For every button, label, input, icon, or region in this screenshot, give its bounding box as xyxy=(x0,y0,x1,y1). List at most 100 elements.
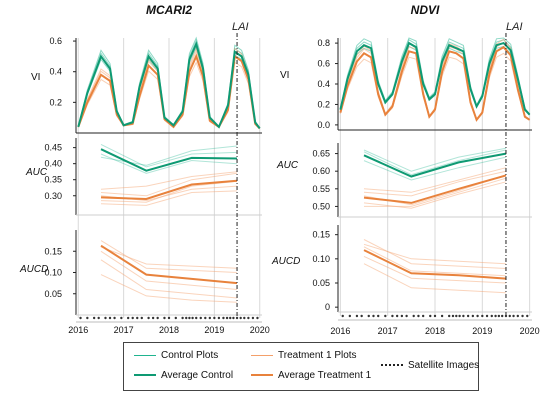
y-axis-label: AUC xyxy=(25,167,48,178)
satellite-dot xyxy=(108,316,112,320)
satellite-dot xyxy=(256,316,259,320)
treatment-plot-line xyxy=(363,239,507,269)
y-tick-label: 0.65 xyxy=(312,149,330,159)
y-tick-label: 0.0 xyxy=(317,120,330,130)
satellite-dot xyxy=(400,314,404,318)
chart-ndvi: NDVI 0.0 0.2 0.4 0.6 0.8 VI 0.50 0.55 0.60 0.65 AUC… xyxy=(271,3,540,336)
legend-average-control-swatch xyxy=(134,374,156,377)
average-treatment-line xyxy=(100,179,238,201)
satellite-dot xyxy=(113,316,116,320)
average-control-line xyxy=(100,148,238,172)
control-plot-line xyxy=(100,145,238,166)
legend-satellite-images: Satellite Images xyxy=(381,360,479,371)
average-control-line xyxy=(339,41,531,116)
satellite-dot xyxy=(232,316,235,320)
satellite-dot xyxy=(440,314,444,318)
panel-vi: 0.0 0.2 0.4 0.6 0.8 VI xyxy=(280,37,532,131)
satellite-dot xyxy=(367,314,370,318)
satellite-dot xyxy=(147,316,150,320)
satellite-dot xyxy=(490,314,493,318)
x-tick-label: 2018 xyxy=(425,326,445,336)
satellite-dot xyxy=(512,314,515,318)
panel-auc: 0.30 0.35 0.40 0.45 AUC xyxy=(25,138,262,216)
satellite-dot xyxy=(504,314,508,318)
satellite-dot xyxy=(433,314,437,318)
y-tick-label: 0.15 xyxy=(44,246,62,256)
y-tick-label: 0.45 xyxy=(44,143,62,153)
satellite-dot xyxy=(497,314,501,318)
treatment-plot-line xyxy=(100,171,238,190)
panel-vi: 0.2 0.4 0.6 VI xyxy=(31,36,262,134)
satellite-dot xyxy=(372,314,375,318)
satellite-dot xyxy=(92,316,96,320)
legend-treatment-plots: Treatment 1 Plots xyxy=(251,350,357,361)
x-tick-label: 2017 xyxy=(378,326,398,336)
x-tick-label: 2016 xyxy=(68,325,88,335)
satellite-dot xyxy=(348,314,352,318)
average-treatment-line xyxy=(363,249,507,280)
satellite-dot xyxy=(485,314,489,318)
y-axis-label: VI xyxy=(280,70,289,81)
legend-control-plots-label: Control Plots xyxy=(161,350,219,361)
treatment-plot-line xyxy=(100,180,238,203)
legend: Control Plots Average Control Treatment … xyxy=(123,342,479,391)
legend-average-treatment-label: Average Treatment 1 xyxy=(278,370,372,381)
satellite-dot xyxy=(213,316,216,320)
satellite-dot xyxy=(500,314,504,318)
y-tick-label: 0.2 xyxy=(49,97,62,107)
average-treatment-line xyxy=(339,45,531,122)
y-tick-label: 0.35 xyxy=(44,175,62,185)
x-tick-label: 2016 xyxy=(330,326,350,336)
satellite-dot xyxy=(384,314,387,318)
satellite-dot xyxy=(429,314,432,318)
legend-average-control: Average Control xyxy=(134,370,233,381)
control-plot-line xyxy=(100,153,238,174)
legend-treatment-plots-swatch xyxy=(251,354,273,356)
treatment-plot-line xyxy=(100,246,238,269)
satellite-dot xyxy=(494,314,497,318)
average-treatment-line xyxy=(100,244,238,285)
treatment-plot-line xyxy=(363,181,507,209)
satellite-dot xyxy=(151,316,155,320)
y-tick-label: 0.30 xyxy=(44,191,62,201)
satellite-dot xyxy=(174,316,178,320)
satellite-dot xyxy=(191,316,194,320)
satellite-dot xyxy=(466,314,470,318)
satellite-dot xyxy=(208,316,212,320)
y-tick-label: 0.6 xyxy=(317,59,330,69)
panel-auc: 0.50 0.55 0.60 0.65 AUC xyxy=(276,143,532,218)
treatment-plot-line xyxy=(363,170,507,197)
treatment-plot-line xyxy=(363,167,507,193)
satellite-dot xyxy=(140,316,143,320)
satellite-dot xyxy=(395,314,399,318)
satellite-dot xyxy=(97,316,100,320)
control-plot-line xyxy=(363,149,507,176)
satellite-dot xyxy=(195,316,198,320)
lai-label: LAI xyxy=(232,21,249,33)
satellite-dot xyxy=(229,316,232,320)
satellite-dot xyxy=(377,314,380,318)
average-control-line xyxy=(77,41,261,129)
y-tick-label: 0 xyxy=(325,302,330,312)
satellite-dot xyxy=(217,316,221,320)
satellite-dot xyxy=(521,314,524,318)
treatment-plot-line xyxy=(363,243,507,265)
satellite-dot xyxy=(405,314,408,318)
treatment-plot-line xyxy=(100,240,238,273)
satellite-dot xyxy=(391,314,394,318)
legend-treatment-plots-label: Treatment 1 Plots xyxy=(278,350,357,361)
legend-control-plots: Control Plots xyxy=(134,350,218,361)
satellite-dot xyxy=(251,316,255,320)
satellite-dot xyxy=(185,316,188,320)
y-tick-label: 0.8 xyxy=(317,38,330,48)
satellite-dot xyxy=(204,316,207,320)
satellite-dot xyxy=(136,316,139,320)
x-tick-label: 2017 xyxy=(114,325,134,335)
panel-aucd: 0.05 0.10 0.15 AUCD xyxy=(19,230,262,316)
y-tick-label: 0.10 xyxy=(44,268,62,278)
satellite-dot xyxy=(79,316,82,320)
y-tick-label: 0.50 xyxy=(312,201,330,211)
satellite-dot xyxy=(86,316,89,320)
y-tick-label: 0.05 xyxy=(312,278,330,288)
y-tick-label: 0.4 xyxy=(317,79,330,89)
